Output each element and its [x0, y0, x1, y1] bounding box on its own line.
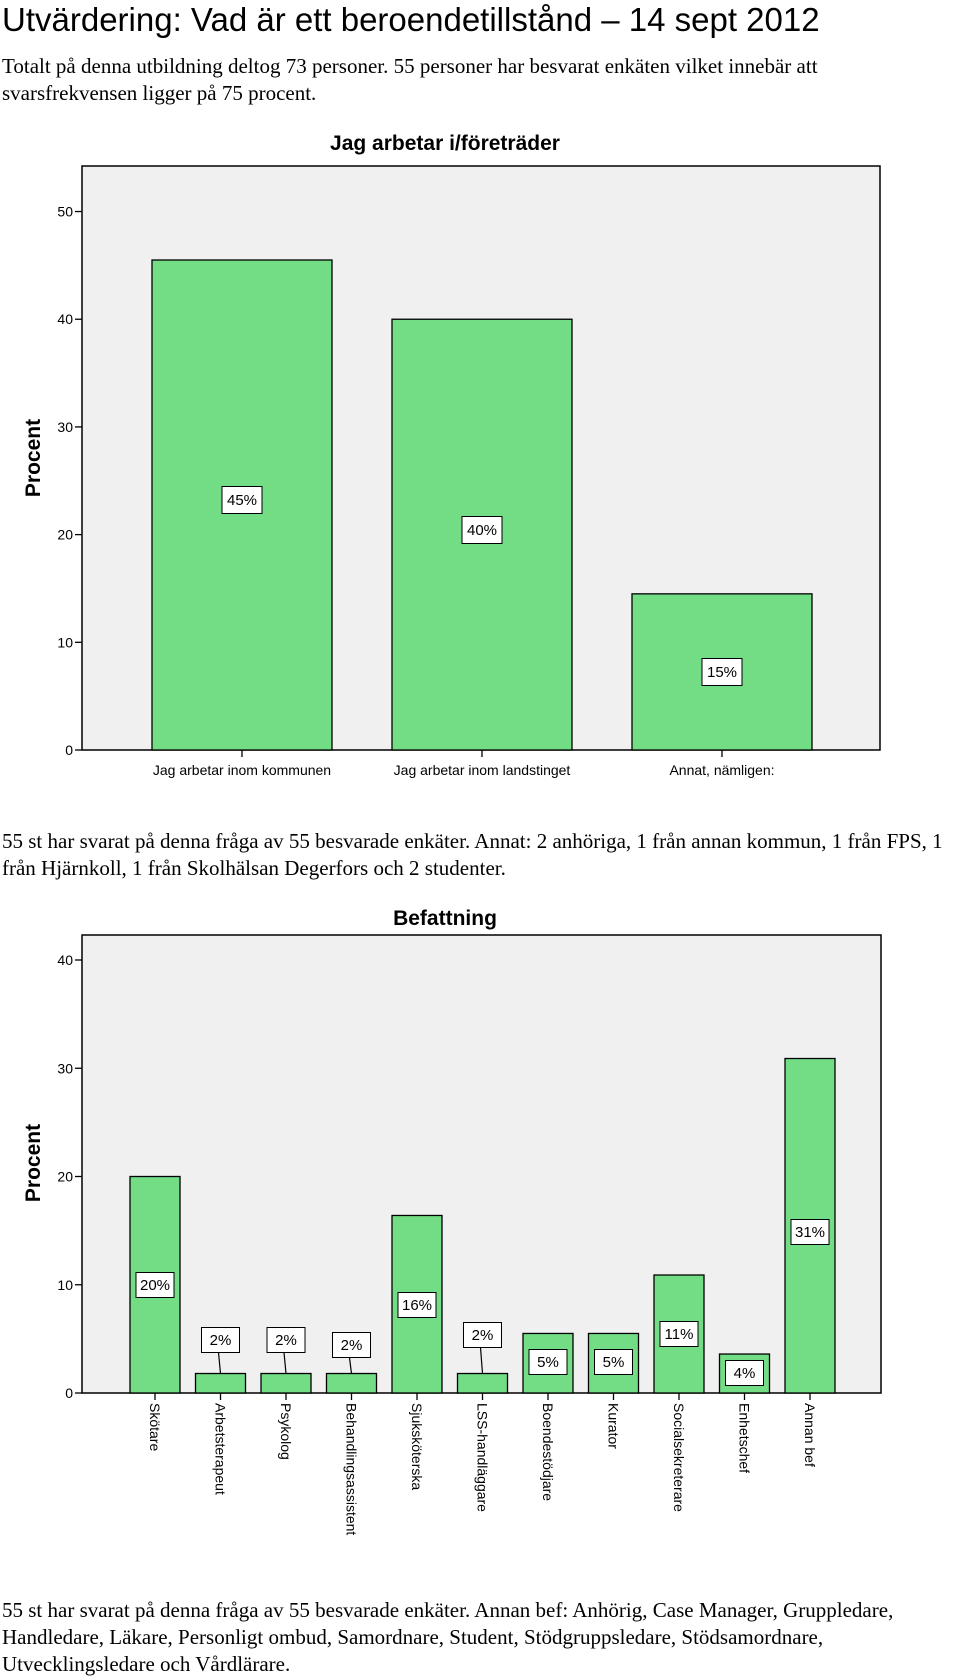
y-tick-label: 10 [57, 1277, 73, 1293]
y-tick-label: 40 [57, 952, 73, 968]
y-axis-label: Procent [22, 419, 45, 497]
data-label: 2% [275, 1332, 297, 1349]
chart-jag-arbetar: Jag arbetar i/företräder Procent 0 10 20 30 40… [22, 132, 881, 778]
x-category-label: Skötare [147, 1403, 163, 1451]
data-label: 40% [467, 522, 497, 539]
data-label-box [221, 486, 263, 514]
data-label: 16% [402, 1297, 432, 1314]
data-label-box [332, 1332, 371, 1358]
data-label: 4% [734, 1365, 756, 1382]
x-category-label: Boendestödjare [540, 1403, 556, 1501]
data-label-leader [348, 1357, 353, 1374]
data-label: 45% [227, 492, 257, 509]
data-label-box [594, 1349, 633, 1375]
x-category-label: Jag arbetar inom kommunen [153, 762, 331, 778]
y-tick-label: 10 [57, 634, 73, 650]
bar [260, 1372, 312, 1394]
data-label: 2% [210, 1332, 232, 1349]
chart-befattning: Befattning Procent 0 10 20 30 40 Skötare 20% Arbe… [22, 907, 882, 1535]
intro-text: Totalt på denna utbildning deltog 73 per… [2, 54, 818, 105]
y-tick-label: 40 [57, 311, 73, 327]
bar [325, 1372, 378, 1394]
x-category-label: Annan bef [802, 1403, 818, 1467]
data-label-box [201, 1327, 240, 1353]
y-tick-label: 20 [57, 527, 73, 543]
y-tick-label: 0 [65, 1385, 73, 1401]
data-label: 20% [140, 1277, 170, 1294]
data-label-box [461, 516, 503, 544]
data-label-box [528, 1349, 568, 1375]
y-tick-label: 30 [57, 1060, 73, 1076]
chart1-note: 55 st har svarat på denna fråga av 55 be… [2, 829, 943, 880]
y-tick-label: 20 [57, 1169, 73, 1185]
data-label: 5% [537, 1354, 559, 1371]
data-label: 31% [795, 1224, 825, 1241]
y-tick-label: 50 [57, 204, 73, 220]
data-label: 2% [472, 1327, 494, 1344]
y-axis-label: Procent [22, 1124, 45, 1202]
data-label-box [463, 1322, 502, 1348]
data-label: 15% [707, 664, 737, 681]
x-category-label: Annat, nämligen: [669, 762, 774, 778]
data-label: 5% [603, 1354, 625, 1371]
data-label-box [725, 1360, 764, 1386]
x-category-label: Jag arbetar inom landstinget [394, 762, 571, 778]
data-label-box [659, 1321, 699, 1347]
plot-area [81, 934, 882, 1394]
data-label: 2% [341, 1337, 363, 1354]
page-title: Utvärdering: Vad är ett beroendetillstån… [2, 1, 820, 38]
y-tick-label: 0 [65, 742, 73, 758]
chart-title: Befattning [393, 907, 497, 930]
data-label-box [790, 1219, 830, 1245]
x-category-label: Socialsekreterare [671, 1403, 687, 1512]
data-label-box [266, 1327, 306, 1353]
data-label-box [701, 658, 743, 686]
bar [456, 1372, 509, 1394]
chart2-note: 55 st har svarat på denna fråga av 55 be… [2, 1598, 894, 1676]
x-category-label: Psykolog [278, 1403, 294, 1460]
data-label-box [135, 1272, 175, 1298]
x-category-label: Kurator [606, 1403, 622, 1449]
chart-title: Jag arbetar i/företräder [330, 132, 560, 155]
bar [194, 1372, 247, 1394]
x-category-label: Behandlingsassistent [344, 1403, 360, 1535]
data-label-box [397, 1292, 437, 1318]
x-category-label: LSS-handläggare [475, 1403, 491, 1512]
data-label-leader [479, 1347, 484, 1374]
data-label: 11% [665, 1326, 694, 1343]
data-label-leader [283, 1352, 287, 1374]
x-category-label: Enhetschef [737, 1403, 753, 1473]
data-label-leader [217, 1352, 222, 1374]
x-category-label: Sjuksköterska [409, 1403, 425, 1490]
x-category-label: Arbetsterapeut [213, 1403, 229, 1495]
y-tick-label: 30 [57, 419, 73, 435]
